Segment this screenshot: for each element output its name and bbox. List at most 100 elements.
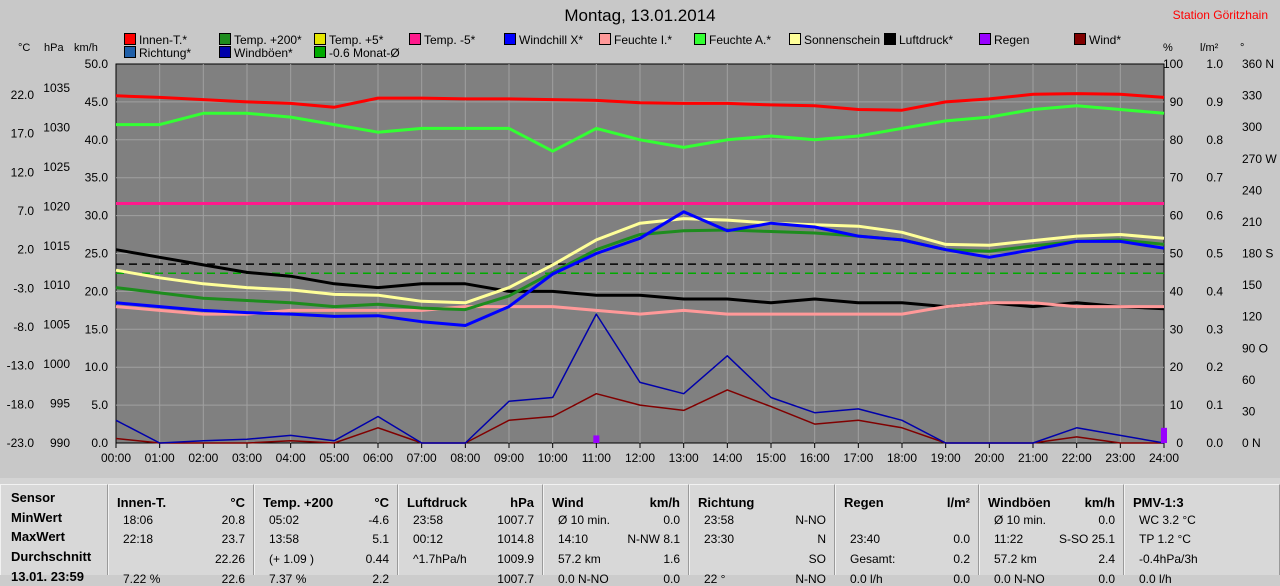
temp-tick-label: 17.0: [11, 127, 35, 141]
table-cell-value: S-SO 25.1: [1058, 532, 1115, 546]
rain-tick-label: 0.0: [1206, 436, 1223, 450]
rain-tick-label: 0.9: [1206, 95, 1223, 109]
direction-tick-label: 30: [1242, 404, 1256, 418]
wind-tick-label: 20.0: [85, 284, 109, 298]
legend-item: Temp. +5*: [314, 33, 383, 47]
legend-label: Wind*: [1089, 33, 1122, 47]
x-tick-label: 04:00: [276, 451, 306, 465]
wind-tick-label: 15.0: [85, 322, 109, 336]
legend-label: Regen: [994, 33, 1030, 47]
column-unit: km/h: [1084, 495, 1115, 510]
column-unit: km/h: [649, 495, 680, 510]
legend-swatch: [409, 33, 421, 45]
legend-swatch: [599, 33, 611, 45]
wind-tick-label: 0.0: [91, 436, 108, 450]
table-cell-value: 5.1: [372, 532, 389, 546]
series-line-windchill-x: [115, 210, 1165, 327]
x-tick-label: 09:00: [494, 451, 524, 465]
table-cell-label: 00:12: [413, 532, 444, 546]
legend-label: -0.6 Monat-Ø: [329, 46, 400, 60]
rain-tick-label: 0.1: [1206, 398, 1223, 412]
direction-tick-label: 270 W: [1242, 152, 1277, 166]
table-cell-label: 7.37 %: [269, 572, 307, 586]
temp-tick-label: -23.0: [7, 436, 35, 450]
rain-tick-label: 1.0: [1206, 57, 1223, 71]
table-cell-value: 1007.7: [497, 513, 534, 527]
percent-tick-label: 20: [1170, 360, 1184, 374]
column-header: Windböen: [988, 495, 1051, 510]
table-cell-label: ^1.7hPa/h: [413, 552, 467, 566]
table-column: Regen l/m² 23:40 0.0 Gesamt: 0.2 0.0 l/h 0.0: [835, 484, 979, 586]
pressure-tick-label: 1030: [43, 120, 70, 134]
direction-tick-label: 360 N: [1242, 57, 1274, 71]
temp-tick-label: 2.0: [17, 243, 34, 257]
legend-label: Temp. -5*: [424, 33, 476, 47]
x-tick-label: 19:00: [931, 451, 961, 465]
table-column: Innen-T. °C 18:06 20.8 22:18 23.7 22.26 7.22 % 2…: [108, 484, 254, 586]
legend-label: Feuchte I.*: [614, 33, 673, 47]
table-cell-label: 57.2 km: [558, 552, 601, 566]
temp-tick-label: 12.0: [11, 165, 35, 179]
percent-tick-label: 40: [1170, 284, 1184, 298]
x-tick-label: 21:00: [1018, 451, 1048, 465]
table-cell-value: 22.26: [214, 552, 245, 566]
series-line-windb-en: [115, 313, 1165, 444]
rain-tick-label: 0.4: [1206, 284, 1223, 298]
table-column: Wind km/h Ø 10 min. 0.0 14:10 N-NW 8.1 57.2 km…: [543, 484, 689, 586]
rain-tick-label: 0.3: [1206, 322, 1223, 336]
x-tick-label: 11:00: [582, 451, 611, 465]
table-cell-value: N: [817, 532, 826, 546]
percent-tick-label: 80: [1170, 133, 1184, 147]
series-line-feuchte-i: [115, 301, 1164, 316]
table-cell-value: 0.0: [953, 532, 970, 546]
table-cell-value: 22.6: [221, 572, 245, 586]
table-cell-value: 0.0: [953, 572, 970, 586]
x-tick-label: 07:00: [407, 451, 437, 465]
direction-tick-label: 0 N: [1242, 436, 1261, 450]
wind-tick-label: 35.0: [85, 171, 109, 185]
temp-tick-label: -8.0: [13, 320, 34, 334]
rain-bar: [593, 435, 600, 443]
rain-tick-label: 0.6: [1206, 209, 1223, 223]
statistics-table: Sensor MinWert MaxWert Durchschnitt 13.0…: [0, 478, 1280, 586]
direction-tick-label: 330: [1242, 89, 1262, 103]
table-cell-label: 22:18: [123, 532, 154, 546]
table-cell-value: N-NO: [795, 513, 826, 527]
x-tick-label: 00:00: [101, 451, 131, 465]
legend-label: Feuchte A.*: [709, 33, 772, 47]
direction-tick-label: 300: [1242, 120, 1262, 134]
table-cell-value: 2.4: [1098, 552, 1115, 566]
pressure-tick-label: 995: [50, 397, 70, 411]
table-column: Windböen km/h Ø 10 min. 0.0 11:22 S-SO 25.1 57…: [979, 484, 1124, 586]
wind-tick-label: 30.0: [85, 209, 109, 223]
legend-item: Temp. +200*: [219, 33, 302, 47]
legend-swatch: [314, 46, 326, 58]
legend-item: Regen: [979, 33, 1029, 47]
pressure-tick-label: 1005: [43, 318, 70, 332]
x-tick-label: 06:00: [363, 451, 393, 465]
direction-tick-label: 240: [1242, 183, 1262, 197]
x-tick-label: 22:00: [1062, 451, 1092, 465]
direction-tick-label: 60: [1242, 373, 1256, 387]
table-cell-label: 18:06: [123, 513, 154, 527]
legend-item: Feuchte A.*: [694, 33, 771, 47]
table-cell-label: 0.0 N-NO: [994, 572, 1045, 586]
table-cell-label: WC 3.2 °C: [1139, 513, 1196, 527]
legend-swatch: [124, 33, 136, 45]
table-cell-value: 2.2: [372, 572, 389, 586]
column-header: Luftdruck: [407, 495, 467, 510]
x-tick-label: 16:00: [800, 451, 830, 465]
table-cell-label: 11:22: [994, 532, 1024, 546]
table-cell-label: Ø 10 min.: [558, 513, 611, 527]
column-header: Regen: [844, 495, 884, 510]
direction-tick-label: 120: [1242, 310, 1262, 324]
table-cell-value: 0.0: [1098, 572, 1115, 586]
wind-unit: km/h: [74, 42, 98, 54]
table-cell-label: 23:58: [704, 513, 735, 527]
percent-tick-label: 30: [1170, 322, 1184, 336]
direction-tick-label: 150: [1242, 278, 1262, 292]
x-tick-label: 24:00: [1149, 451, 1179, 465]
legend-item: Feuchte I.*: [599, 33, 672, 47]
chart-title: Montag, 13.01.2014: [564, 6, 716, 25]
row-label-current: 13.01. 23:59: [11, 569, 85, 584]
